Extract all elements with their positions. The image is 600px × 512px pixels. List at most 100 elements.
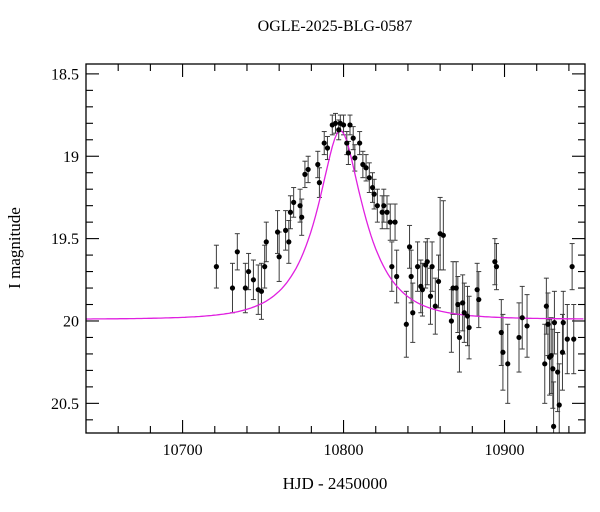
data-point (571, 336, 577, 342)
data-point (516, 334, 522, 341)
data-point (258, 288, 265, 294)
data-point (363, 165, 369, 171)
data-point (542, 361, 548, 367)
data-point (305, 166, 311, 173)
data-point (286, 239, 292, 245)
data-point (345, 150, 351, 156)
x-axis-label: HJD - 2450000 (283, 474, 388, 493)
data-point (250, 277, 257, 283)
data-point (460, 300, 466, 306)
data-point (414, 264, 421, 270)
y-tick-label: 18.5 (51, 66, 79, 83)
data-point (429, 264, 435, 270)
data-point (274, 229, 281, 235)
data-point (263, 239, 269, 245)
data-point (435, 278, 442, 285)
data-point (299, 214, 305, 220)
data-point (360, 161, 366, 168)
data-point (466, 324, 472, 331)
data-point (560, 320, 566, 326)
data-point (332, 120, 339, 126)
data-point (555, 369, 561, 375)
data-point (347, 122, 353, 128)
data-point (369, 184, 376, 191)
data-point (297, 203, 303, 209)
data-point (344, 140, 350, 146)
data-point (440, 232, 446, 238)
data-point (291, 199, 297, 205)
x-tick-label: 10700 (163, 442, 203, 459)
plot-frame (85, 63, 586, 434)
error-bars-group (213, 112, 577, 433)
data-points-group (213, 120, 577, 430)
data-point (476, 296, 482, 303)
data-point (545, 321, 551, 327)
data-point (432, 303, 438, 309)
data-point (519, 315, 525, 321)
data-point (493, 264, 500, 270)
data-point (234, 249, 240, 255)
data-point (406, 244, 413, 250)
data-point (500, 349, 506, 355)
data-point (551, 320, 558, 326)
data-point (387, 219, 393, 225)
data-point (340, 122, 347, 128)
data-point (389, 264, 395, 270)
data-point (302, 171, 308, 177)
data-point (424, 259, 430, 265)
data-point (455, 301, 461, 308)
data-point (283, 227, 289, 233)
data-point (448, 318, 454, 324)
data-point (492, 259, 498, 265)
data-point (229, 285, 236, 291)
data-point (548, 352, 554, 359)
y-tick-label: 19 (63, 149, 79, 166)
data-point (569, 264, 575, 270)
data-point (242, 285, 248, 291)
data-point (352, 155, 358, 161)
data-point (524, 323, 530, 329)
model-curve (86, 129, 584, 320)
data-point (350, 135, 356, 141)
data-point (427, 293, 434, 299)
data-point (321, 140, 327, 146)
data-point (379, 209, 385, 215)
axis-ticks (86, 64, 585, 433)
data-point (505, 361, 511, 367)
y-tick-label: 20 (63, 313, 79, 330)
data-point (464, 313, 471, 319)
y-axis-label: I magnitude (5, 207, 24, 289)
data-point (498, 329, 504, 336)
data-point (394, 273, 400, 280)
y-tick-label: 19.5 (51, 231, 79, 248)
data-point (316, 180, 323, 186)
plot-title: OGLE-2025-BLG-0587 (258, 18, 413, 35)
data-point (543, 303, 549, 309)
data-point (408, 273, 414, 280)
x-tick-label: 10800 (324, 442, 364, 459)
data-point (324, 145, 331, 151)
data-point (564, 336, 570, 342)
data-point (474, 287, 480, 293)
data-point (403, 321, 409, 327)
data-point (550, 366, 556, 372)
data-point (276, 254, 282, 260)
x-tick-label: 10900 (485, 442, 525, 459)
data-point (371, 191, 377, 197)
data-point (213, 264, 219, 270)
data-point (366, 175, 372, 181)
data-point (419, 287, 426, 293)
data-point (381, 203, 387, 209)
data-point (456, 334, 463, 341)
data-point (287, 209, 294, 215)
data-point (461, 310, 467, 316)
data-point (384, 209, 390, 215)
axis-tick-labels: 10700 10800 10900 18.5 19 19.5 20 20.5 (51, 66, 525, 459)
data-point (559, 349, 566, 355)
data-point (374, 203, 380, 209)
data-point (453, 285, 459, 291)
data-point (357, 140, 363, 146)
data-point (245, 268, 252, 275)
data-point (262, 264, 268, 270)
